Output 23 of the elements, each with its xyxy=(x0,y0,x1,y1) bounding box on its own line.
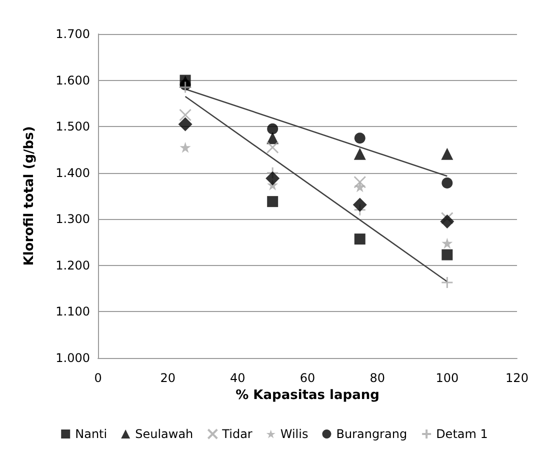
y-tick-label: 1.600 xyxy=(56,73,90,88)
y-axis-title: Klorofil total (g/bs) xyxy=(22,126,37,266)
x-tick-label: 120 xyxy=(506,371,528,385)
legend-label: Tidar xyxy=(221,427,252,441)
legend-label: Burangrang xyxy=(336,427,408,441)
y-tick-label: 1.400 xyxy=(56,166,90,180)
x-tick-label: 20 xyxy=(160,371,176,385)
y-tick-label: 1.100 xyxy=(56,304,90,319)
y-tick-label: 1.000 xyxy=(56,351,90,365)
x-tick-label: 100 xyxy=(436,371,459,385)
y-tick-label: 1.700 xyxy=(56,27,90,41)
legend-label: Seulawah xyxy=(135,427,194,441)
y-tick-label: 1.300 xyxy=(56,212,90,226)
x-tick-label: 40 xyxy=(230,371,246,385)
x-tick-label: 0 xyxy=(94,371,102,385)
y-tick-label: 1.200 xyxy=(56,258,90,272)
legend-label: Wilis xyxy=(280,427,308,441)
x-axis-title: % Kapasitas lapang xyxy=(236,388,380,403)
legend-label: Detam 1 xyxy=(436,427,488,441)
y-tick-label: 1.500 xyxy=(56,120,90,134)
x-tick-label: 80 xyxy=(370,371,385,385)
legend-label: Nanti xyxy=(75,427,108,441)
x-tick-label: 60 xyxy=(300,371,316,385)
